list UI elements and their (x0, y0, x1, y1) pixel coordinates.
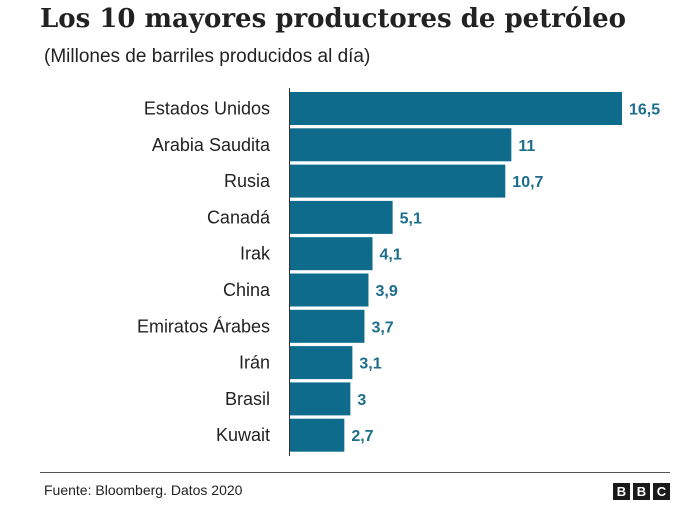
category-label: China (223, 280, 271, 300)
category-label: Estados Unidos (144, 99, 270, 119)
bar-chart: Estados Unidos 16,5 Arabia Saudita 11 Rusia 1… (137, 88, 660, 456)
bbc-logo-letter: C (653, 483, 670, 500)
category-label: Canadá (207, 207, 271, 227)
value-label: 5,1 (400, 210, 422, 227)
bar-5 (290, 273, 369, 307)
bar-3 (290, 200, 393, 234)
value-label: 3,1 (359, 356, 381, 373)
bar-0 (290, 92, 622, 125)
bar-1 (290, 128, 512, 162)
category-label: Brasil (225, 389, 270, 409)
value-label: 2,7 (351, 428, 373, 445)
bbc-logo-letter: B (633, 483, 650, 500)
value-label: 11 (518, 138, 535, 155)
chart-title: Los 10 mayores productores de petróleo (40, 4, 627, 34)
category-label: Emiratos Árabes (137, 316, 270, 336)
bar-4 (290, 237, 373, 271)
value-label: 16,5 (629, 102, 660, 119)
footer-divider (40, 472, 670, 473)
bar-8 (290, 382, 351, 416)
value-label: 3 (357, 392, 366, 409)
bar-9 (290, 418, 345, 452)
bbc-logo-letter: B (613, 483, 630, 500)
bar-7 (290, 346, 353, 380)
bars-group: Estados Unidos 16,5 Arabia Saudita 11 Rusia 1… (137, 92, 660, 452)
category-label: Rusia (224, 171, 271, 191)
category-label: Kuwait (216, 425, 270, 445)
source-note: Fuente: Bloomberg. Datos 2020 (44, 482, 243, 498)
bar-6 (290, 309, 365, 343)
value-label: 3,7 (371, 319, 393, 336)
value-label: 10,7 (512, 174, 543, 191)
category-label: Arabia Saudita (152, 135, 271, 155)
bar-2 (290, 164, 506, 198)
bbc-logo: B B C (613, 483, 670, 500)
chart-subtitle: (Millones de barriles producidos al día) (44, 46, 371, 67)
category-label: Irak (240, 244, 271, 264)
category-label: Irán (239, 353, 270, 373)
value-label: 3,9 (375, 283, 397, 300)
value-label: 4,1 (379, 247, 401, 264)
